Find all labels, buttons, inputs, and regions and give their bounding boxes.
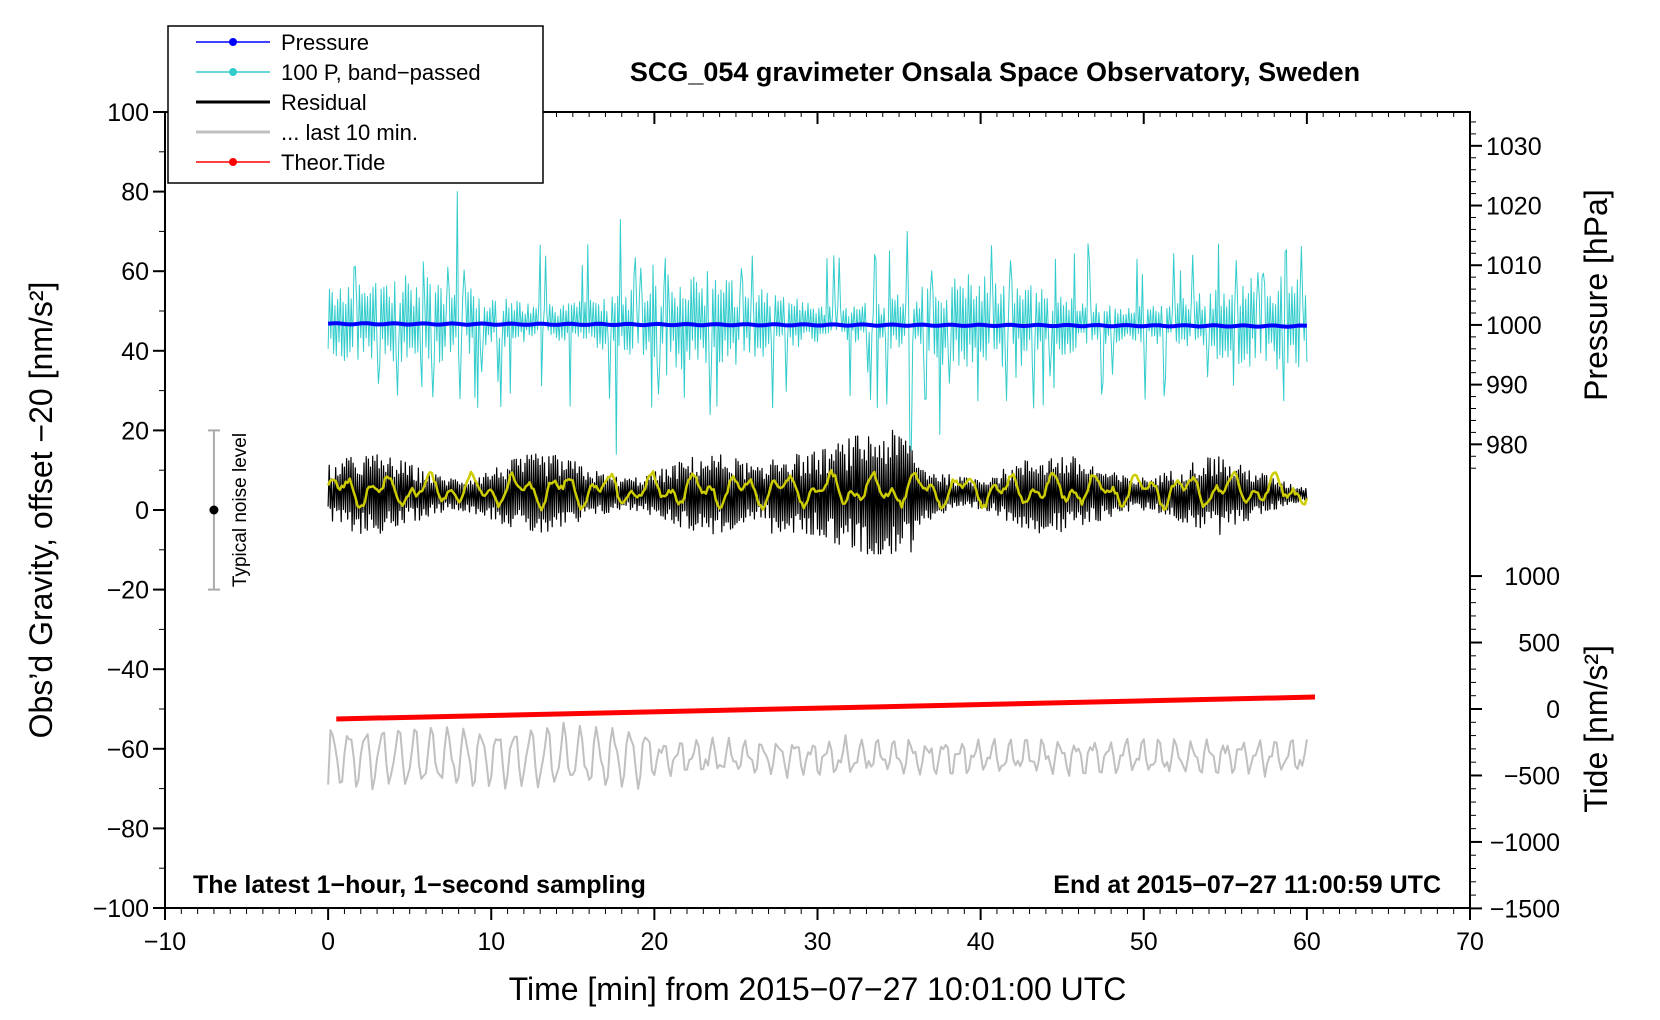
legend-label: Pressure (281, 30, 369, 55)
pressure-tick-label: 1020 (1486, 193, 1542, 221)
x-tick-label: 20 (640, 928, 668, 956)
tide-tick-label: −500 (1504, 762, 1560, 790)
y-tick-label: 40 (121, 338, 149, 366)
noise-bar-dot (209, 505, 219, 515)
annotation-left: The latest 1−hour, 1−second sampling (193, 871, 646, 899)
pressure-axis-title: Pressure [hPa] (1578, 189, 1614, 401)
residual-line (327, 429, 1308, 555)
tide-axis-title: Tide [nm/s²] (1578, 645, 1614, 813)
pressure-tick-label: 990 (1486, 372, 1528, 400)
y-tick-label: −20 (107, 577, 149, 605)
legend-label: Theor.Tide (281, 150, 385, 175)
annotation-right: End at 2015−07−27 11:00:59 UTC (1053, 871, 1441, 899)
y-tick-label: −80 (107, 815, 149, 843)
y-tick-label: 60 (121, 258, 149, 286)
tide-tick-label: −1000 (1490, 829, 1560, 857)
y-tick-label: −40 (107, 656, 149, 684)
text-layer: Typical noise level−10 0 10 20 30 40 50 60 70100… (23, 57, 1614, 1007)
y-tick-label: 20 (121, 417, 149, 445)
x-tick-label: −10 (144, 928, 186, 956)
y-tick-label: 80 (121, 179, 149, 207)
legend-box (167, 25, 544, 184)
x-tick-label: 0 (321, 928, 335, 956)
x-axis-title: Time [min] from 2015−07−27 10:01:00 UTC (509, 971, 1127, 1007)
x-tick-label: 50 (1130, 928, 1158, 956)
y-tick-label: −100 (93, 895, 149, 923)
pressure-tick-label: 980 (1486, 431, 1528, 459)
legend-label: Residual (281, 90, 367, 115)
residual-smoothed-line (326, 468, 1309, 512)
pressure-tick-label: 1010 (1486, 252, 1542, 280)
tide-tick-label: 500 (1518, 630, 1560, 658)
x-tick-label: 30 (804, 928, 832, 956)
legend-marker (229, 158, 237, 166)
x-tick-label: 60 (1293, 928, 1321, 956)
x-tick-label: 40 (967, 928, 995, 956)
pressure-tick-label: 1000 (1486, 312, 1542, 340)
legend-label: 100 P, band−passed (281, 60, 481, 85)
legend-label: ... last 10 min. (281, 120, 418, 145)
legend-marker (229, 38, 237, 46)
x-tick-label: 10 (477, 928, 505, 956)
noise-bar-label: Typical noise level (230, 433, 251, 587)
legend-marker (229, 68, 237, 76)
theor-tide-line (336, 694, 1316, 722)
y-tick-label: 100 (107, 99, 149, 127)
y-axis-title: Obs’d Gravity, offset −20 [nm/s²] (23, 282, 59, 739)
y-tick-label: 0 (135, 497, 149, 525)
x-tick-label: 70 (1456, 928, 1484, 956)
pressure-tick-label: 1030 (1486, 133, 1542, 161)
pressure-line (327, 321, 1308, 329)
series-layer (326, 191, 1316, 791)
last-10-min-line (327, 721, 1308, 791)
chart-title: SCG_054 gravimeter Onsala Space Observat… (630, 57, 1360, 87)
legend: Pressure 100 P, band−passed Residual ... la… (167, 25, 544, 184)
pressure-bandpassed-line (327, 191, 1308, 455)
tide-tick-label: 0 (1546, 696, 1560, 724)
y-tick-label: −60 (107, 736, 149, 764)
tide-tick-label: 1000 (1504, 563, 1560, 591)
tide-tick-label: −1500 (1490, 895, 1560, 923)
